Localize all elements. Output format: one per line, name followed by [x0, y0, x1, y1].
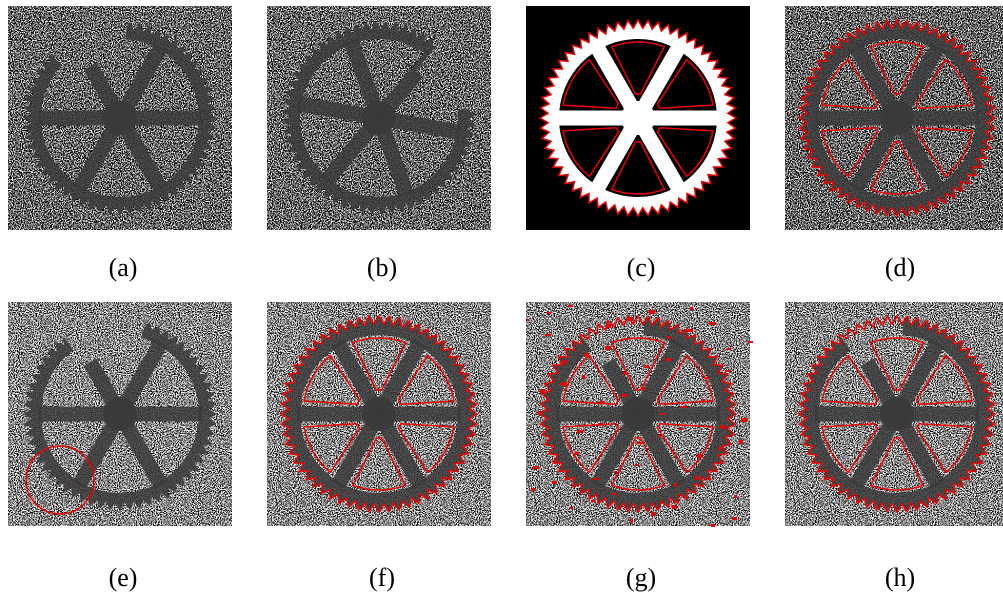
red-speck	[644, 365, 649, 368]
red-speck	[547, 312, 551, 314]
red-speck	[748, 341, 753, 343]
red-speck	[688, 329, 693, 332]
red-speck	[635, 464, 639, 466]
red-speck	[637, 442, 643, 444]
panel	[785, 302, 1003, 526]
red-speck	[711, 524, 715, 527]
red-speck	[681, 406, 687, 408]
caption: (b)	[367, 253, 397, 282]
red-speck	[709, 322, 715, 325]
red-speck	[605, 346, 611, 350]
red-speck	[660, 413, 665, 415]
red-speck	[697, 454, 703, 458]
red-speck	[695, 476, 699, 480]
red-speck	[667, 336, 671, 339]
red-speck	[642, 387, 645, 390]
red-speck	[612, 493, 617, 495]
red-speck	[614, 471, 617, 473]
red-speck	[734, 495, 737, 498]
red-speck	[533, 466, 539, 469]
red-speck	[727, 348, 731, 350]
red-speck	[741, 418, 747, 422]
red-speck	[591, 500, 595, 502]
red-speck	[598, 423, 601, 426]
red-speck	[739, 440, 743, 444]
panel	[267, 302, 491, 526]
gear-hub	[103, 397, 137, 431]
gear-hub	[362, 397, 396, 431]
caption: (f)	[369, 563, 395, 592]
red-speck	[563, 360, 567, 364]
red-speck	[720, 425, 725, 429]
caption: (d)	[885, 253, 915, 282]
red-speck	[568, 305, 573, 307]
red-speck	[628, 317, 633, 321]
red-speck	[665, 358, 671, 361]
red-speck	[623, 372, 627, 375]
red-speck	[718, 447, 721, 451]
red-speck	[526, 319, 529, 321]
red-speck	[702, 399, 705, 401]
caption: (h)	[885, 563, 915, 592]
panel	[785, 6, 1003, 230]
gear-hub	[621, 397, 655, 431]
red-speck	[725, 370, 731, 372]
red-speck	[540, 389, 545, 393]
red-speck	[630, 519, 633, 523]
red-speck	[561, 382, 567, 386]
page: {"figure": {"captions": ["(a)", "(b)", "…	[0, 0, 1003, 597]
panel	[526, 302, 753, 527]
red-speck	[538, 411, 541, 415]
red-speck	[582, 375, 585, 379]
red-speck	[552, 481, 557, 484]
red-speck	[674, 483, 677, 487]
red-speck	[690, 307, 693, 310]
panel	[267, 6, 492, 231]
caption: (e)	[109, 563, 138, 592]
red-speck	[704, 377, 709, 379]
panels	[8, 6, 1003, 527]
gear-hub	[103, 101, 137, 135]
panel	[526, 6, 750, 230]
red-speck	[554, 459, 557, 462]
red-speck	[621, 394, 627, 397]
red-speck	[575, 452, 579, 455]
red-speck	[672, 505, 677, 509]
gear-hub	[621, 101, 655, 135]
red-speck	[679, 428, 683, 430]
red-speck	[600, 401, 605, 404]
red-speck	[651, 512, 655, 516]
red-speck	[732, 517, 737, 520]
panel	[8, 302, 232, 526]
red-speck	[593, 478, 599, 480]
figure: (a) (b) (c) (d) (e) (f) (g) (h)	[0, 0, 1003, 597]
red-speck	[545, 334, 551, 336]
caption: (a)	[109, 253, 138, 282]
red-speck	[649, 310, 655, 314]
red-speck	[570, 507, 573, 509]
panel	[8, 6, 232, 230]
caption: (c)	[627, 253, 656, 282]
caption: (g)	[626, 563, 656, 592]
red-speck	[531, 488, 535, 491]
gear-hub	[880, 397, 914, 431]
gear-hub	[880, 101, 914, 135]
red-speck	[607, 324, 611, 328]
red-speck	[584, 353, 589, 357]
red-speck	[577, 430, 583, 433]
red-speck	[658, 435, 661, 437]
